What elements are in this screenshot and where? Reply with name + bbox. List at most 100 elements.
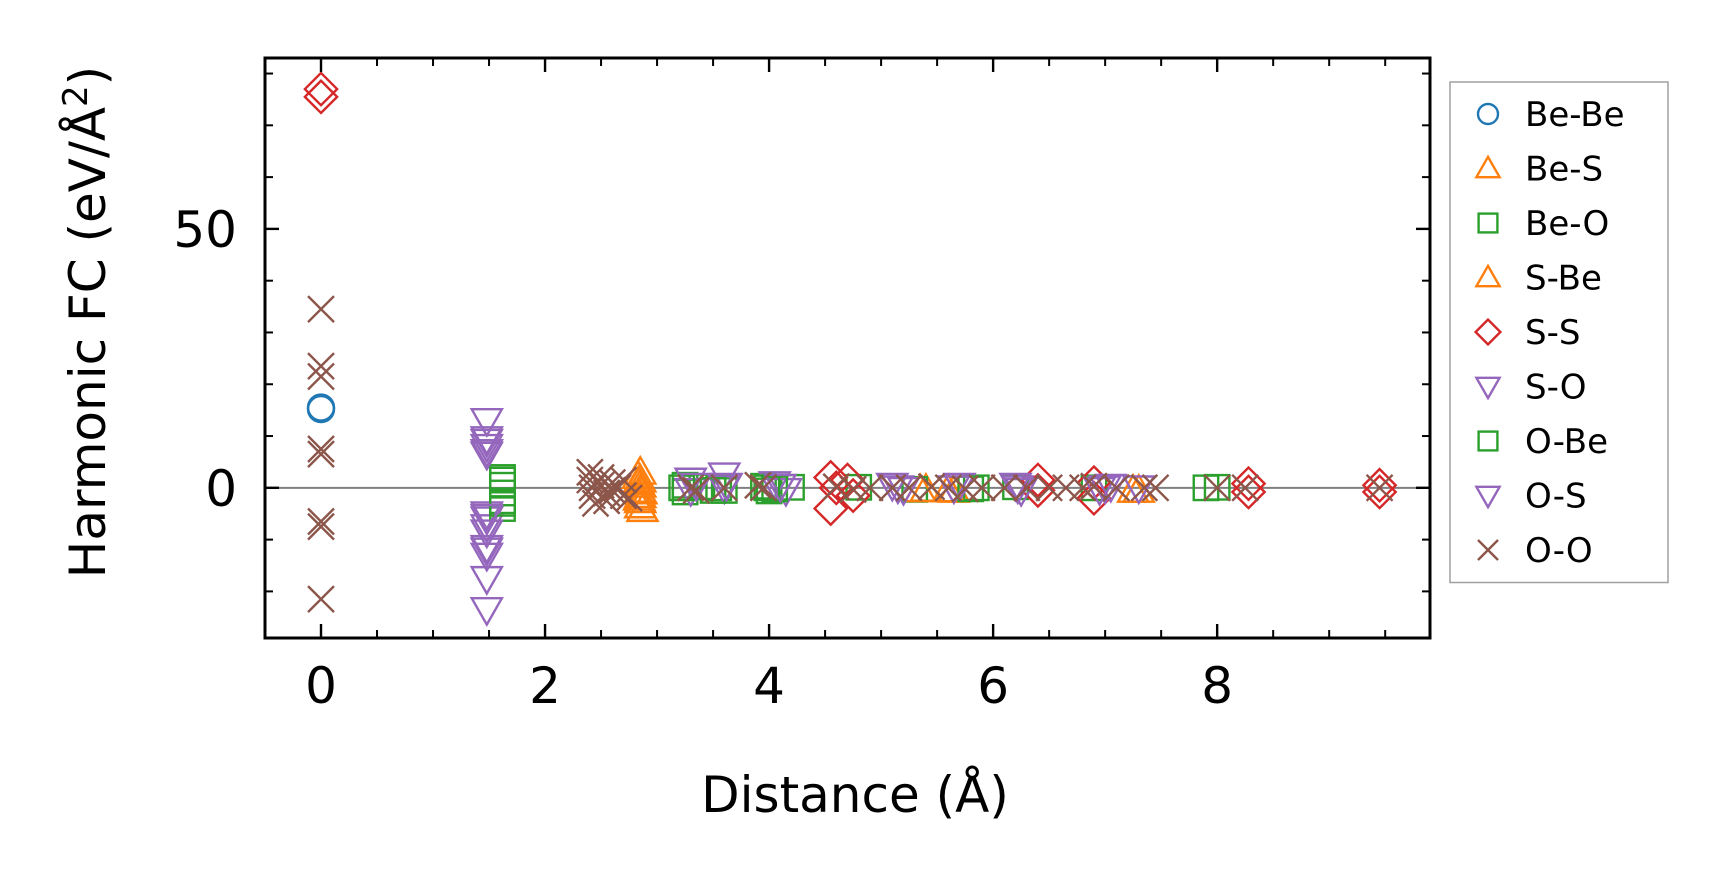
legend-item: S-O [1474, 368, 1587, 408]
data-point [307, 512, 335, 541]
data-point [306, 394, 336, 424]
legend-label: O-O [1525, 531, 1593, 571]
data-point [1068, 473, 1097, 502]
legend-marker [1474, 263, 1502, 288]
data-point [307, 295, 335, 324]
x-tick-label: 2 [529, 657, 561, 715]
data-point [1365, 473, 1394, 502]
data-point [307, 440, 335, 469]
legend-item: S-S [1473, 313, 1580, 353]
legend-label: O-Be [1525, 422, 1608, 462]
data-point [469, 537, 504, 568]
series-be-be [306, 393, 336, 424]
data-point [1130, 473, 1159, 502]
legend-label: Be-Be [1525, 95, 1625, 135]
data-point [469, 514, 504, 545]
plot-border [263, 56, 1432, 640]
legend-marker [1473, 317, 1503, 347]
data-point [1230, 465, 1267, 502]
legend-marker [1474, 376, 1502, 401]
data-point [609, 466, 638, 494]
data-point [620, 465, 656, 496]
legend-marker [1477, 430, 1499, 452]
data-point [307, 362, 335, 391]
legend-label: Be-O [1525, 204, 1609, 244]
data-point [307, 435, 335, 463]
data-point [469, 565, 504, 596]
legend-item: O-Be [1477, 422, 1608, 462]
data-point [1102, 473, 1131, 502]
data-point [968, 473, 996, 502]
legend-marker [1474, 154, 1502, 179]
legend-item: Be-Be [1476, 95, 1625, 135]
data-point [990, 473, 1019, 502]
series-o-s [469, 426, 1156, 565]
x-tick-label: 8 [1201, 657, 1233, 715]
data-point [875, 472, 910, 503]
legend-item: Be-O [1477, 204, 1609, 244]
svg-text:Harmonic FC (eV/Å2): Harmonic FC (eV/Å2) [56, 66, 117, 578]
data-point [469, 441, 504, 472]
data-point [303, 71, 339, 107]
data-point [1231, 473, 1260, 502]
data-point [1012, 473, 1041, 502]
legend-label: Be-S [1525, 150, 1603, 190]
data-point [755, 477, 783, 505]
x-tick-label: 0 [305, 657, 337, 715]
ticks: 0 2 4 6 8 0 50 [173, 58, 1430, 715]
data-point [469, 503, 504, 534]
legend-item: S-Be [1474, 259, 1602, 299]
x-tick-label: 6 [977, 657, 1009, 715]
data-point [749, 473, 778, 502]
legend-marker [1474, 485, 1502, 510]
legend-marker [1476, 102, 1500, 126]
y-axis-label-main: Harmonic FC (eV/Å [59, 107, 117, 578]
legend-box [1449, 81, 1669, 584]
data-point [822, 472, 851, 501]
legend-item: Be-S [1474, 150, 1603, 190]
data-point [469, 542, 504, 573]
plot-frame [263, 56, 1432, 640]
legend-marker [1477, 539, 1499, 561]
data-point [307, 585, 335, 614]
data-point [763, 473, 798, 504]
y-tick-label: 50 [173, 201, 237, 259]
data-point [1003, 477, 1039, 508]
series-o-o [307, 295, 1394, 614]
legend-label: S-O [1525, 368, 1587, 408]
data-point [1230, 474, 1267, 510]
series-s-s [303, 71, 1398, 527]
legend-label: S-Be [1525, 259, 1602, 299]
data-point [469, 407, 504, 438]
data-point [835, 477, 871, 514]
x-tick-label: 4 [753, 657, 785, 715]
data-point [303, 79, 339, 115]
data-point [469, 534, 504, 565]
data-point [1361, 467, 1398, 504]
data-point [931, 472, 966, 503]
data-point [469, 439, 504, 470]
data-point [469, 519, 504, 550]
data-point [709, 472, 744, 503]
y-axis-label: Harmonic FC (eV/Å2) [56, 66, 117, 578]
legend: Be-Be Be-S Be-O S-Be S-S S-O O-Be O-S O-O [1449, 81, 1669, 584]
data-point [895, 473, 923, 502]
data-point [489, 471, 516, 499]
data-point [609, 481, 638, 510]
data-point [710, 473, 739, 502]
data-point [812, 490, 849, 527]
legend-label: S-S [1525, 313, 1580, 353]
data-point [307, 352, 335, 380]
x-axis-label: Distance (Å) [701, 766, 1009, 824]
legend-label: O-S [1525, 477, 1587, 517]
data-point [469, 433, 504, 464]
data-point [489, 489, 516, 517]
data-point [1203, 473, 1232, 502]
data-point [1080, 472, 1108, 501]
data-markers [303, 71, 1398, 628]
y-tick-label: 0 [205, 460, 237, 518]
y-axis-label-superscript: 2 [56, 85, 96, 107]
series-s-o [469, 407, 1128, 628]
data-point [1082, 476, 1117, 507]
